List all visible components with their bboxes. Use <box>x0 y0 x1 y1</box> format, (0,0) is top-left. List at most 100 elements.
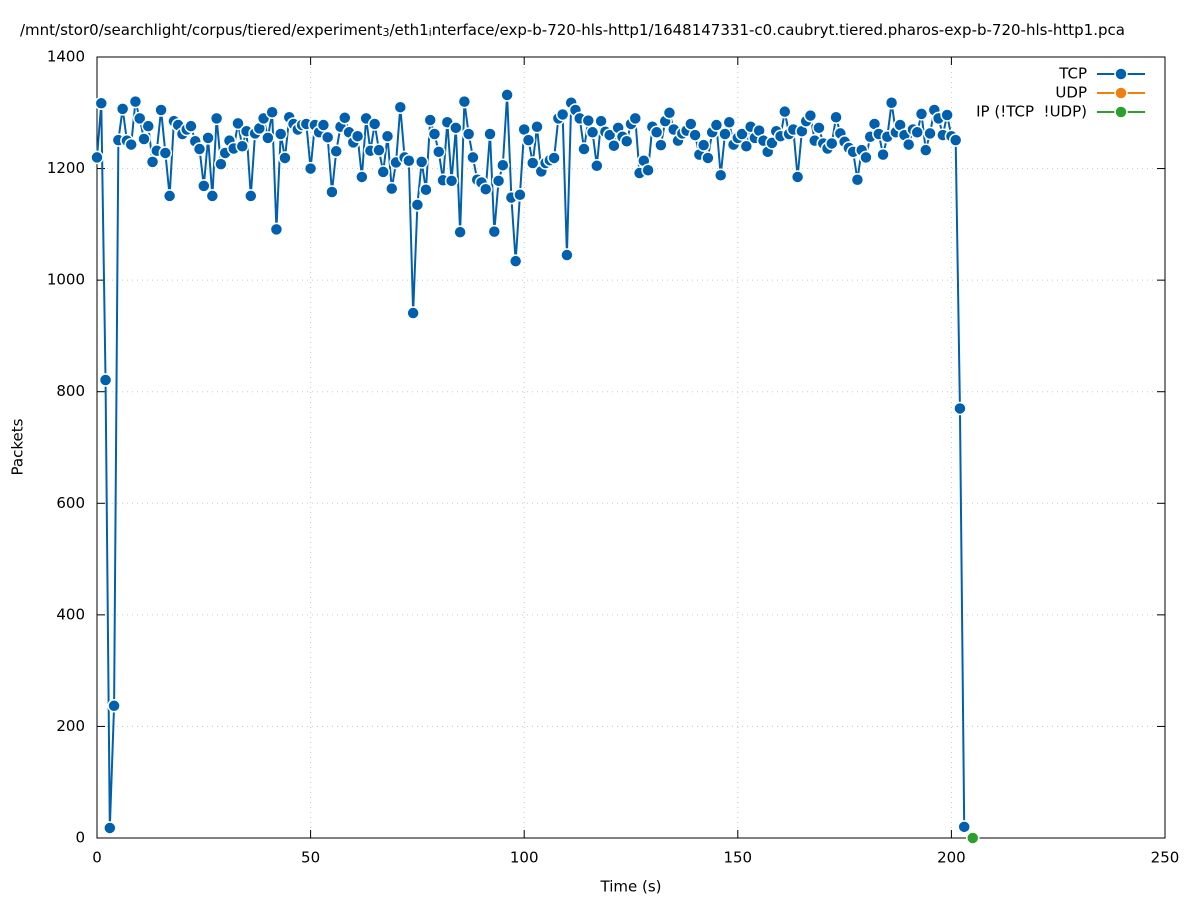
data-point <box>966 831 980 845</box>
y-tick-label: 600 <box>56 494 85 512</box>
legend-label: UDP <box>1055 84 1087 102</box>
data-point <box>735 127 749 141</box>
title-part: /mnt/stor0/searchlight/corpus/tiered/exp… <box>20 21 383 39</box>
chart-title: /mnt/stor0/searchlight/corpus/tiered/exp… <box>20 21 1125 40</box>
data-point <box>590 159 604 173</box>
data-point <box>581 113 596 128</box>
data-point <box>910 125 924 140</box>
data-point <box>790 170 805 184</box>
data-point <box>619 134 634 148</box>
data-point <box>132 111 147 126</box>
data-point <box>803 108 818 123</box>
data-point <box>649 125 664 140</box>
data-point <box>154 103 168 117</box>
data-point <box>427 127 442 141</box>
data-point <box>385 181 399 196</box>
data-point <box>350 129 365 143</box>
data-point <box>380 129 395 143</box>
data-point <box>278 151 292 165</box>
data-point <box>547 151 561 165</box>
data-point <box>244 189 258 203</box>
data-point <box>406 306 420 320</box>
data-point <box>525 156 540 170</box>
data-point <box>513 188 527 202</box>
data-point <box>320 130 335 145</box>
data-point <box>940 108 954 122</box>
data-point <box>718 127 732 141</box>
data-point <box>577 142 591 156</box>
data-point <box>859 150 873 165</box>
data-point <box>115 102 130 116</box>
data-point <box>641 163 655 177</box>
x-tick-label: 100 <box>510 849 539 867</box>
x-tick-label: 150 <box>723 849 752 867</box>
data-point <box>414 155 429 169</box>
data-point <box>696 138 711 152</box>
data-point <box>850 172 865 187</box>
data-point <box>812 121 826 135</box>
data-point <box>316 118 331 132</box>
data-point <box>483 127 497 141</box>
data-point <box>128 94 143 109</box>
x-tick-label: 0 <box>92 849 102 867</box>
data-point <box>957 820 971 834</box>
data-point <box>684 117 698 131</box>
data-point <box>461 127 476 141</box>
data-point <box>141 119 156 133</box>
data-point <box>508 254 523 268</box>
data-point <box>876 147 890 162</box>
data-point <box>884 95 899 110</box>
data-point <box>402 154 416 168</box>
data-point <box>338 111 352 125</box>
data-point <box>214 157 228 171</box>
data-point <box>90 150 104 165</box>
data-point <box>555 107 570 122</box>
series-line <box>96 94 966 828</box>
data-point <box>688 128 702 142</box>
data-point <box>107 699 121 713</box>
data-point <box>205 189 220 203</box>
data-point <box>923 126 937 141</box>
data-point <box>432 145 446 159</box>
x-tick-label: 50 <box>301 849 320 867</box>
data-point <box>269 222 284 237</box>
data-point <box>466 150 480 165</box>
y-tick-label: 400 <box>56 605 85 623</box>
data-point <box>355 170 369 184</box>
data-point <box>453 225 467 239</box>
data-point <box>919 143 933 157</box>
y-tick-label: 1000 <box>47 271 85 289</box>
x-tick-label: 200 <box>937 849 966 867</box>
data-point <box>585 125 600 140</box>
data-point <box>410 198 425 212</box>
data-point <box>94 96 109 111</box>
data-point <box>709 118 724 132</box>
data-point <box>444 174 459 188</box>
title-part: /eth1 <box>389 21 428 39</box>
data-point <box>487 224 502 239</box>
data-point <box>530 119 544 134</box>
x-tick-label: 250 <box>1151 849 1180 867</box>
data-point <box>829 110 843 124</box>
title-subscript: 3 <box>382 26 389 39</box>
data-point <box>560 248 574 262</box>
legend-label: IP (!TCP !UDP) <box>976 103 1087 121</box>
data-point <box>654 138 668 152</box>
data-point <box>261 131 275 145</box>
data-point <box>329 144 343 159</box>
data-point <box>124 137 138 152</box>
data-point <box>184 119 198 133</box>
y-tick-label: 200 <box>56 717 85 735</box>
data-point <box>197 179 211 193</box>
data-point <box>662 106 677 120</box>
data-point <box>479 182 493 196</box>
data-point <box>201 131 215 145</box>
data-point <box>457 94 472 109</box>
plot-border <box>96 56 1166 839</box>
y-tick-label: 800 <box>56 382 85 400</box>
data-point <box>628 111 643 126</box>
data-point <box>265 105 279 119</box>
data-point <box>137 132 151 146</box>
data-point <box>325 185 339 199</box>
